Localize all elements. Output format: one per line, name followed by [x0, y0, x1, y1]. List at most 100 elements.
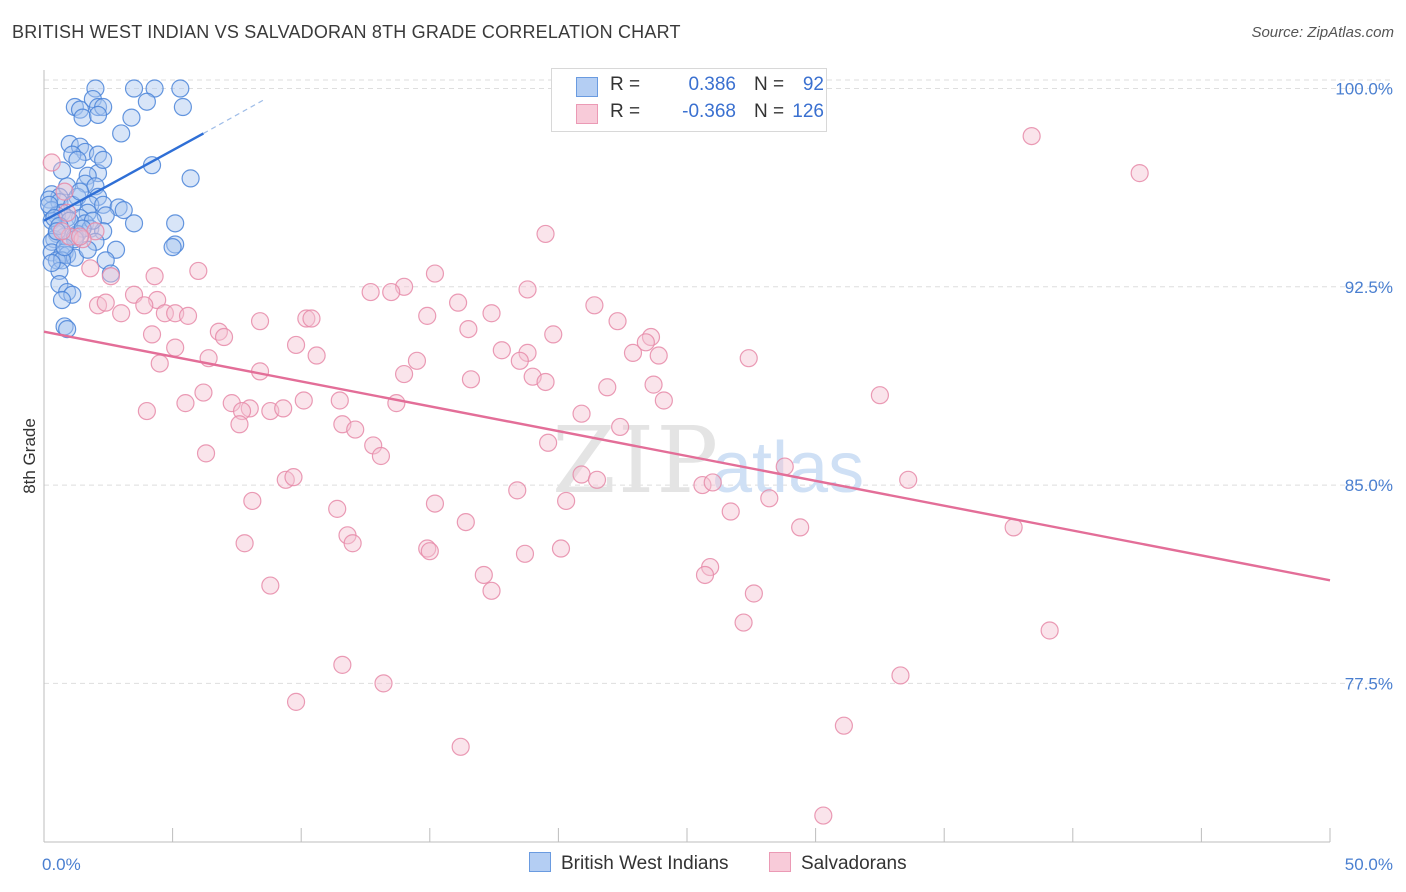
data-point: [88, 145, 108, 164]
data-point: [482, 304, 501, 323]
data-point: [58, 319, 77, 339]
data-point: [456, 512, 475, 532]
data-point: [346, 420, 365, 439]
data-point: [371, 446, 391, 466]
data-point: [176, 394, 195, 413]
data-point: [641, 327, 661, 347]
data-point: [644, 375, 663, 394]
data-point: [55, 238, 74, 257]
trend-line: [43, 330, 1331, 582]
data-point: [196, 444, 216, 463]
legend-swatch-blue: [576, 77, 598, 97]
data-point: [135, 296, 154, 315]
legend-n-value: 92: [802, 74, 824, 95]
legend-r-label: R =: [610, 74, 641, 95]
legend-n-label: N =: [754, 101, 785, 122]
data-point: [94, 195, 113, 214]
data-point: [142, 325, 162, 344]
data-point: [382, 282, 401, 302]
data-point: [585, 296, 604, 315]
data-point: [598, 378, 617, 397]
data-point: [330, 391, 349, 410]
data-point: [891, 666, 910, 685]
data-point: [654, 391, 673, 410]
trend-line-extension: [203, 98, 266, 134]
data-point: [163, 238, 182, 257]
data-point: [137, 92, 156, 111]
data-point: [286, 335, 306, 355]
data-point: [791, 518, 810, 537]
data-point: [1130, 164, 1149, 183]
data-point: [155, 304, 174, 323]
x-tick-label: 50.0%: [1345, 855, 1393, 874]
data-point: [870, 386, 890, 405]
data-point: [302, 309, 321, 328]
bottom-legend-british-west-indians: British West Indians: [529, 852, 729, 875]
data-point: [461, 370, 481, 389]
data-point: [42, 153, 61, 172]
data-point: [250, 312, 270, 331]
data-point: [572, 465, 591, 484]
data-point: [230, 415, 249, 434]
data-point: [63, 145, 82, 164]
legend-swatch-pink: [576, 104, 598, 124]
data-point: [760, 489, 779, 508]
data-point: [539, 433, 558, 452]
data-point: [73, 230, 92, 249]
data-point: [52, 290, 72, 310]
trend-lines: [43, 98, 1331, 582]
data-point: [55, 182, 74, 201]
data-point: [508, 481, 527, 500]
y-tick-label: 77.5%: [1345, 674, 1393, 693]
data-point: [482, 581, 501, 600]
data-point: [474, 565, 493, 585]
data-point: [693, 475, 712, 495]
data-point: [420, 542, 439, 561]
data-point: [166, 235, 185, 254]
data-point: [166, 338, 185, 357]
data-point: [536, 224, 555, 244]
data-point: [544, 325, 563, 344]
data-point: [587, 470, 607, 489]
data-point: [235, 534, 254, 553]
data-point: [649, 346, 668, 365]
data-point: [73, 108, 92, 127]
bottom-legend-label: British West Indians: [561, 853, 729, 874]
trend-line: [43, 132, 205, 222]
source-label: Source: ZipAtlas.com: [1251, 24, 1394, 41]
data-point: [1022, 126, 1041, 146]
bottom-legend-salvadorans: Salvadorans: [769, 852, 907, 875]
data-point: [294, 391, 313, 410]
legend-r-label: R =: [610, 101, 641, 122]
data-point: [394, 364, 414, 384]
series-salvadorans: [42, 126, 1149, 825]
data-point: [96, 293, 115, 312]
y-tick-label: 92.5%: [1345, 278, 1393, 297]
data-point: [173, 97, 192, 117]
data-point: [94, 150, 113, 169]
stats-legend: R = 0.386 N = 92 R = -0.368 N = 126: [551, 68, 827, 132]
data-point: [124, 214, 144, 233]
data-point: [114, 201, 133, 220]
data-point: [448, 293, 468, 312]
data-point: [361, 282, 380, 302]
data-point: [387, 394, 406, 413]
bottom-legend-label: Salvadorans: [801, 853, 907, 874]
data-point: [284, 468, 303, 487]
data-point: [636, 333, 655, 352]
data-point: [451, 737, 470, 756]
data-point: [171, 79, 190, 98]
data-point: [166, 214, 185, 233]
data-point: [194, 383, 213, 402]
data-point: [274, 399, 293, 418]
data-point: [232, 401, 252, 421]
data-point: [899, 470, 918, 489]
data-point: [81, 259, 100, 278]
data-point: [608, 312, 627, 331]
data-point: [112, 124, 131, 143]
data-point: [518, 280, 537, 299]
y-tick-label: 100.0%: [1335, 80, 1393, 99]
data-point: [744, 584, 763, 603]
data-point: [536, 372, 555, 392]
